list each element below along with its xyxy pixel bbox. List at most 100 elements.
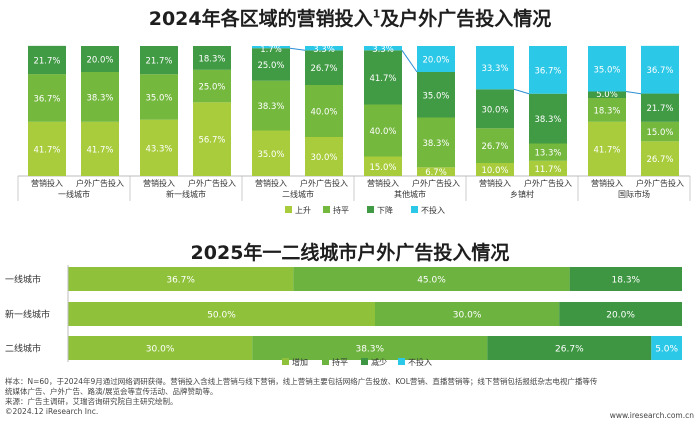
trend-connector bbox=[401, 50, 418, 73]
data-label: 38.3% bbox=[355, 345, 384, 355]
bar-segment bbox=[81, 72, 119, 122]
bar-segment bbox=[28, 121, 66, 176]
legend-label: 增加 bbox=[292, 357, 308, 367]
bar-segment bbox=[641, 93, 679, 122]
data-label: 21.7% bbox=[33, 56, 60, 66]
bar-segment bbox=[81, 46, 119, 72]
data-label: 3.3% bbox=[313, 45, 335, 55]
footnote-line-2: 统媒体广告、户外广告、路演/展览会等宣传活动、品牌赞助等。 bbox=[5, 387, 218, 396]
bar-segment bbox=[305, 50, 343, 85]
category-tick-label: 户外广告投入 bbox=[188, 178, 236, 188]
bar-segment bbox=[193, 69, 231, 103]
data-label: 45.0% bbox=[417, 276, 446, 286]
data-label: 41.7% bbox=[86, 145, 113, 155]
chart-title-2024: 2024年各区域的营销投入1及户外广告投入情况 bbox=[0, 4, 700, 31]
row-label: 新一线城市 bbox=[5, 309, 50, 321]
data-label: 38.3% bbox=[534, 115, 561, 125]
data-label: 25.0% bbox=[198, 83, 225, 93]
bar-segment bbox=[305, 137, 343, 176]
data-label: 43.3% bbox=[145, 144, 172, 154]
hbar-segment bbox=[68, 267, 294, 291]
bar-segment bbox=[81, 121, 119, 176]
data-label: 36.7% bbox=[33, 94, 60, 104]
bar-segment bbox=[28, 45, 66, 75]
data-label: 36.7% bbox=[166, 276, 195, 286]
bar-segment bbox=[140, 46, 178, 75]
data-label: 56.7% bbox=[198, 136, 225, 146]
copyright: ©2024.12 iResearch Inc. bbox=[5, 407, 99, 416]
data-label: 5.0% bbox=[596, 90, 618, 100]
data-label: 30.0% bbox=[146, 345, 175, 355]
regional-marketing-chart: 41.7% 36.7% 21.7% 营销投入 41.7% 38.3% 20.0% 户外广告投入… bbox=[17, 45, 691, 215]
data-label: 21.7% bbox=[646, 104, 673, 114]
data-label: 15.0% bbox=[369, 163, 396, 173]
row-label: 二线城市 bbox=[5, 343, 41, 355]
data-label: 1.7% bbox=[260, 45, 282, 55]
legend-swatch bbox=[285, 206, 292, 213]
category-tick-label: 营销投入 bbox=[479, 178, 511, 188]
data-label: 21.7% bbox=[145, 57, 172, 67]
title1-tail: 及户外广告投入情况 bbox=[380, 8, 552, 30]
legend-label: 减少 bbox=[371, 357, 387, 367]
bar-segment bbox=[417, 167, 455, 176]
bar-segment bbox=[476, 163, 514, 176]
hbar-segment bbox=[375, 302, 560, 326]
bar-segment bbox=[588, 46, 626, 92]
group-label: 国际市场 bbox=[618, 189, 650, 199]
data-label: 30.0% bbox=[481, 105, 508, 115]
bar-segment bbox=[588, 121, 626, 176]
bar-segment bbox=[193, 102, 231, 176]
bar-segment bbox=[364, 50, 402, 105]
tier-city-outdoor-chart: 一线城市 36.7% 45.0% 18.3% 新一线城市 50.0% 30.0% 20.0% 二… bbox=[5, 265, 682, 367]
bar-segment bbox=[305, 85, 343, 137]
bar-segment bbox=[252, 80, 290, 131]
category-tick-label: 户外广告投入 bbox=[412, 178, 460, 188]
legend-swatch bbox=[322, 358, 329, 365]
data-label: 15.0% bbox=[646, 128, 673, 138]
hbar-segment bbox=[68, 302, 375, 326]
legend-swatch bbox=[367, 206, 374, 213]
hbar-segment bbox=[651, 336, 682, 360]
bar-segment bbox=[140, 74, 178, 120]
legend-swatch bbox=[323, 206, 330, 213]
bar-segment bbox=[364, 46, 402, 51]
data-label: 41.7% bbox=[33, 145, 60, 155]
legend-label: 下降 bbox=[377, 205, 393, 215]
bar-segment bbox=[305, 46, 343, 51]
bar-segment bbox=[28, 74, 66, 122]
group-label: 乡镇村 bbox=[510, 189, 534, 199]
data-label: 10.0% bbox=[481, 166, 508, 176]
data-label: 33.3% bbox=[481, 64, 508, 74]
bar-segment bbox=[193, 46, 231, 70]
data-label: 18.3% bbox=[593, 106, 620, 116]
category-tick-label: 户外广告投入 bbox=[76, 178, 124, 188]
title1-superscript: 1 bbox=[372, 7, 381, 21]
hbar-segment bbox=[252, 336, 488, 360]
category-tick-label: 营销投入 bbox=[31, 178, 63, 188]
data-label: 35.0% bbox=[257, 150, 284, 160]
footnote-sample: 样本：N=60，于2024年9月通过网络调研获得。营销投入含线上营销与线下营销，… bbox=[5, 377, 695, 417]
group-label: 二线城市 bbox=[282, 189, 314, 199]
bar-segment bbox=[529, 46, 567, 94]
data-label: 13.3% bbox=[534, 149, 561, 159]
category-tick-label: 营销投入 bbox=[255, 178, 287, 188]
data-label: 41.7% bbox=[593, 145, 620, 155]
bar-segment bbox=[252, 48, 290, 81]
data-label: 30.0% bbox=[310, 153, 337, 163]
data-label: 36.7% bbox=[534, 66, 561, 76]
group-label: 一线城市 bbox=[58, 189, 90, 199]
data-label: 40.0% bbox=[310, 108, 337, 118]
bar-segment bbox=[476, 89, 514, 129]
title1-main: 2024年各区域的营销投入 bbox=[148, 8, 373, 30]
bar-segment bbox=[588, 91, 626, 98]
legend-label: 不投入 bbox=[421, 205, 445, 215]
data-label: 40.0% bbox=[369, 127, 396, 137]
legend-swatch bbox=[361, 358, 368, 365]
legend-label: 持平 bbox=[333, 205, 349, 215]
bar-segment bbox=[252, 130, 290, 176]
chart-title-2025: 2025年一二线城市户外广告投入情况 bbox=[190, 242, 510, 264]
hbar-segment bbox=[68, 336, 253, 360]
hbar-segment bbox=[293, 267, 570, 291]
data-label: 26.7% bbox=[310, 64, 337, 74]
data-label: 36.7% bbox=[646, 66, 673, 76]
